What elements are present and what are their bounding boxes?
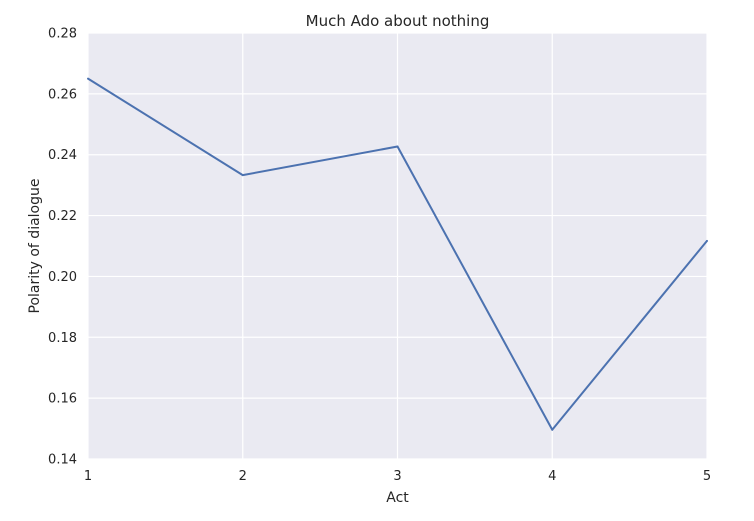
y-tick-label: 0.18 [48,331,77,346]
y-axis-label: Polarity of dialogue [27,179,43,314]
x-tick-label: 2 [239,469,247,484]
y-tick-label: 0.16 [48,392,77,407]
chart-title: Much Ado about nothing [306,12,490,30]
data-point [706,239,708,242]
data-point [87,77,89,80]
y-tick-label: 0.20 [48,270,77,285]
y-tick-label: 0.26 [48,87,77,102]
y-tick-labels: 0.14 0.16 0.18 0.20 0.22 0.24 0.26 0.28 [48,27,77,468]
x-axis-label: Act [386,490,409,506]
y-tick-label: 0.28 [48,27,77,42]
y-tick-label: 0.24 [48,148,77,163]
x-tick-label: 3 [393,469,401,484]
data-point [396,145,399,148]
x-tick-labels: 1 2 3 4 5 [84,469,711,484]
x-tick-label: 1 [84,469,92,484]
y-tick-label: 0.14 [48,453,77,468]
x-tick-label: 4 [548,469,556,484]
data-point [551,428,554,431]
data-point [241,174,244,177]
x-tick-label: 5 [703,469,711,484]
grid-lines [87,32,708,460]
series-group [87,77,708,431]
y-tick-label: 0.22 [48,209,77,224]
